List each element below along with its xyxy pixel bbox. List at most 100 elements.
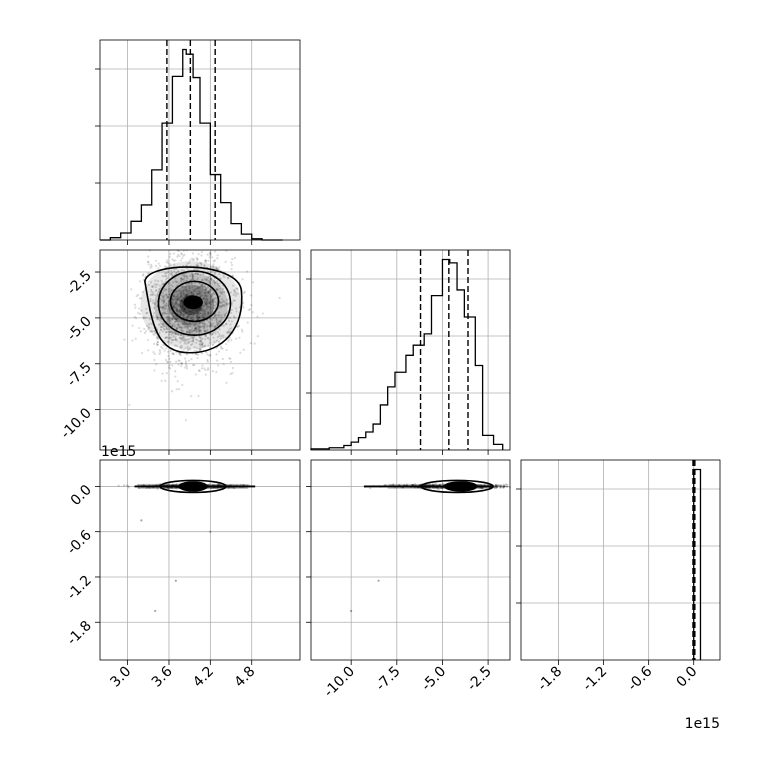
scatter-point (188, 322, 192, 325)
scatter-point (165, 331, 168, 334)
x-tick-label: -10.0 (321, 664, 358, 701)
scatter-point (216, 331, 220, 334)
scatter-point (172, 270, 176, 273)
scatter-point (230, 311, 233, 314)
scatter-point (164, 288, 167, 291)
scatter-point (220, 301, 223, 304)
scatter-point (198, 335, 201, 339)
scatter-point (209, 322, 212, 325)
scatter-point (198, 290, 201, 294)
scatter-point (218, 315, 221, 318)
scatter-point (146, 272, 149, 275)
scatter-point (197, 287, 200, 290)
scatter-point (214, 486, 217, 490)
scatter-point (225, 303, 228, 306)
scatter-point (224, 312, 227, 315)
scatter-point (175, 333, 178, 336)
scatter-point (186, 353, 189, 356)
scatter-point (191, 291, 195, 294)
scatter-point (149, 281, 153, 284)
scatter-point (188, 340, 191, 343)
scatter-point (181, 274, 184, 277)
scatter-point (209, 325, 212, 328)
scatter-point (179, 295, 182, 299)
scatter-point (204, 302, 207, 306)
panel-frame (520, 459, 721, 661)
scatter-point (203, 312, 206, 315)
scatter-point (227, 319, 231, 322)
scatter-point (208, 275, 212, 278)
scatter-point (230, 339, 233, 342)
scatter-point (209, 530, 212, 533)
scatter-point (221, 298, 224, 301)
scatter-point (175, 332, 178, 335)
scatter-point (193, 284, 196, 287)
scatter-point (190, 257, 193, 260)
scatter-point (177, 303, 180, 306)
scatter-point (172, 294, 175, 298)
y-tick-label: 0.0 (68, 482, 95, 509)
scatter-point (163, 327, 166, 331)
scatter-point (171, 487, 174, 490)
scatter-point (162, 289, 165, 292)
scatter-point (180, 346, 183, 349)
scatter-point (172, 316, 175, 319)
scatter-point (200, 308, 203, 311)
contour-level-1 (144, 266, 243, 354)
scatter-point (173, 304, 176, 307)
scatter-point (180, 294, 183, 297)
scatter-point (184, 285, 187, 289)
scatter-point (405, 483, 409, 486)
scatter-point (208, 346, 212, 349)
scatter-point (192, 259, 195, 262)
scatter-point (251, 311, 254, 314)
scatter-point (224, 260, 227, 263)
scatter-point (209, 306, 212, 309)
scatter-point (502, 484, 505, 488)
scatter-point (233, 290, 236, 293)
scatter-point (182, 314, 185, 317)
scatter-point (224, 303, 228, 306)
scatter-point (204, 373, 208, 376)
scatter-point (172, 317, 175, 320)
scatter-point (184, 279, 187, 282)
scatter-point (227, 487, 230, 490)
scatter-point (199, 309, 203, 312)
scatter-point (196, 258, 199, 261)
scatter-point (137, 311, 140, 315)
scatter-point (155, 363, 158, 366)
scatter-point (187, 323, 190, 327)
scatter-point (128, 403, 131, 407)
scatter-point (190, 315, 193, 318)
scatter-point (200, 343, 204, 346)
scatter-point (198, 287, 202, 291)
scatter-point (171, 331, 174, 334)
scatter-point (181, 285, 184, 288)
scatter-point (205, 297, 209, 300)
scatter-point (192, 336, 196, 339)
scatter-point (199, 295, 202, 298)
scatter-point (226, 331, 229, 334)
scatter-point (186, 325, 190, 328)
scatter-point (198, 369, 201, 373)
scatter-point (192, 318, 195, 321)
scatter-point (163, 299, 166, 302)
scatter-point (203, 277, 206, 280)
scatter-point (138, 326, 141, 330)
scatter-point (178, 324, 181, 327)
scatter-point (200, 294, 203, 297)
scatter-point (153, 342, 156, 346)
scatter-point (164, 336, 167, 340)
scatter-point (206, 300, 209, 303)
scatter-point (173, 320, 177, 324)
scatter-point (169, 289, 173, 292)
scatter-point (180, 309, 183, 313)
scatter-point (186, 339, 189, 342)
scatter-point (175, 281, 178, 284)
y-offset-label: 1e15 (101, 444, 136, 460)
scatter-point (191, 342, 194, 346)
scatter-point (162, 305, 165, 308)
scatter-point (212, 297, 215, 301)
scatter-point (153, 306, 156, 310)
scatter-point (185, 316, 189, 319)
